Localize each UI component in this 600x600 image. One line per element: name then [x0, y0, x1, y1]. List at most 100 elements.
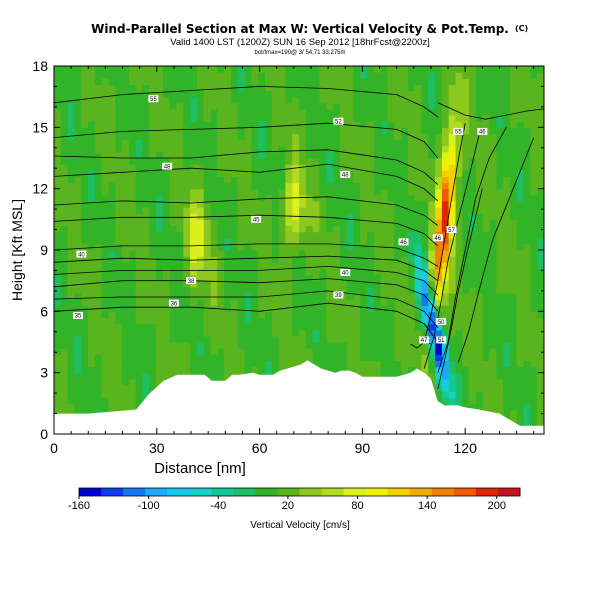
- w-cell: [149, 90, 157, 98]
- w-cell: [469, 219, 477, 227]
- w-cell: [509, 348, 518, 355]
- w-cell: [428, 102, 436, 110]
- w-cell: [326, 292, 334, 300]
- w-cell: [394, 305, 402, 312]
- w-cell: [183, 348, 191, 355]
- w-cell: [455, 84, 463, 92]
- w-cell: [516, 335, 525, 343]
- w-cell: [326, 213, 334, 220]
- w-cell: [367, 200, 375, 208]
- w-cell: [462, 317, 470, 325]
- w-cell: [217, 96, 225, 104]
- w-cell: [346, 139, 355, 147]
- w-cell: [292, 348, 300, 355]
- w-cell: [108, 403, 116, 411]
- w-cell: [196, 317, 205, 325]
- w-cell: [394, 286, 402, 294]
- w-cell: [326, 72, 334, 79]
- w-cell: [326, 115, 334, 122]
- w-cell: [530, 237, 538, 245]
- w-cell: [503, 409, 511, 417]
- w-cell: [299, 354, 307, 361]
- w-cell: [496, 72, 504, 79]
- w-cell: [312, 250, 321, 257]
- w-cell: [489, 348, 497, 355]
- w-cell: [537, 84, 544, 92]
- w-cell: [81, 305, 89, 312]
- w-cell: [339, 237, 348, 245]
- w-cell: [149, 250, 157, 257]
- theta-contour-line: [54, 265, 439, 296]
- w-cell: [509, 170, 518, 177]
- w-cell: [414, 274, 423, 282]
- w-cell: [156, 176, 164, 184]
- w-cell: [367, 102, 375, 110]
- w-cell: [496, 151, 504, 159]
- w-cell: [278, 219, 286, 227]
- w-cell: [183, 188, 191, 196]
- w-cell: [264, 366, 273, 374]
- w-cell: [523, 194, 531, 202]
- w-cell: [101, 66, 110, 73]
- w-cell: [196, 176, 205, 184]
- w-cell: [81, 72, 89, 79]
- w-cell: [346, 348, 355, 355]
- w-cell: [210, 366, 218, 374]
- w-cell: [333, 231, 341, 239]
- w-cell: [271, 164, 280, 171]
- w-cell: [115, 127, 123, 135]
- w-cell: [496, 66, 504, 73]
- w-cell: [299, 219, 307, 227]
- contour-label-bg: [436, 336, 447, 344]
- w-cell: [230, 286, 239, 294]
- w-cell: [176, 311, 184, 319]
- w-cell: [101, 182, 110, 190]
- w-cell: [455, 243, 463, 251]
- w-cell: [333, 280, 341, 288]
- w-cell: [271, 207, 280, 214]
- w-cell: [210, 170, 218, 177]
- w-cell: [312, 170, 321, 177]
- w-cell: [88, 378, 96, 386]
- w-cell: [305, 348, 314, 355]
- w-cell: [312, 342, 321, 349]
- w-cell: [462, 348, 470, 355]
- w-cell: [271, 237, 280, 245]
- w-cell: [373, 96, 382, 104]
- w-cell: [217, 194, 225, 202]
- w-cell: [401, 164, 409, 171]
- w-cell: [299, 311, 307, 319]
- w-cell: [210, 231, 218, 239]
- w-cell: [88, 145, 96, 153]
- w-cell: [523, 225, 531, 233]
- w-cell: [530, 323, 538, 331]
- theta-contour-line: [457, 137, 535, 363]
- w-cell: [142, 384, 150, 392]
- w-cell: [387, 170, 395, 177]
- w-cell: [346, 115, 355, 122]
- w-cell: [401, 366, 409, 374]
- w-cell: [353, 170, 361, 177]
- w-cell: [462, 90, 470, 98]
- w-cell: [224, 299, 232, 306]
- w-cell: [435, 139, 443, 147]
- w-cell: [258, 108, 266, 116]
- w-cell: [203, 115, 212, 122]
- w-cell: [285, 188, 293, 196]
- w-cell: [169, 219, 178, 227]
- w-cell: [156, 121, 164, 128]
- w-cell: [441, 219, 450, 227]
- w-cell: [128, 397, 137, 404]
- w-cell: [448, 90, 457, 98]
- w-cell: [67, 335, 76, 343]
- w-cell: [530, 225, 538, 233]
- w-cell: [88, 102, 96, 110]
- w-cell: [333, 286, 341, 294]
- w-cell: [407, 274, 416, 282]
- w-cell: [251, 305, 259, 312]
- w-cell: [128, 66, 137, 73]
- w-cell: [264, 329, 273, 337]
- w-cell: [537, 250, 544, 257]
- w-cell: [135, 151, 144, 159]
- w-cell: [360, 90, 368, 98]
